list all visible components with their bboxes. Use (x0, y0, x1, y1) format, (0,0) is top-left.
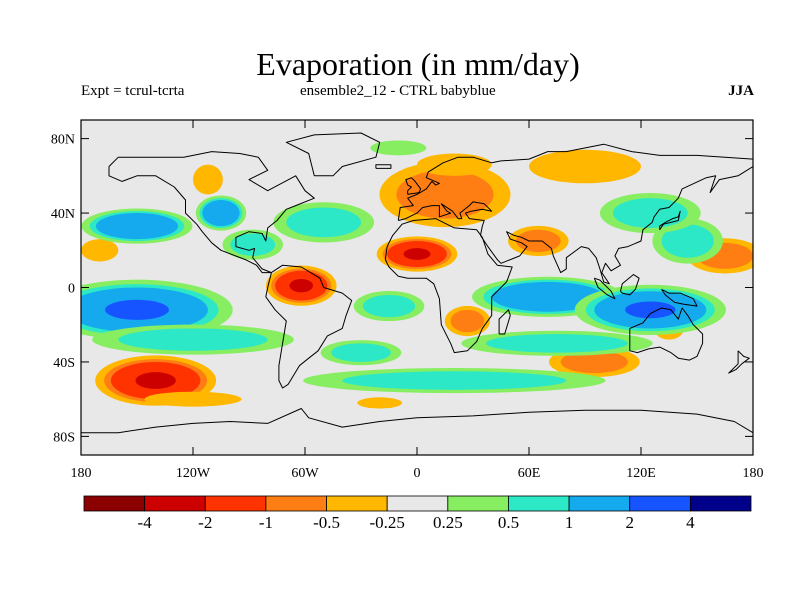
coastline (384, 218, 513, 354)
ensemble-label: ensemble2_12 - CTRL babyblue (300, 83, 496, 99)
anomaly-region (342, 371, 567, 390)
colorbar-swatch (508, 495, 570, 512)
colorbar-swatch (386, 495, 449, 512)
x-tick-label: 180 (743, 466, 764, 481)
anomaly-region (486, 334, 628, 353)
anomaly-region (560, 350, 628, 374)
colorbar-swatch (204, 495, 267, 512)
anomaly-region (193, 164, 223, 195)
coastline (405, 177, 422, 195)
x-tick-label: 60W (291, 466, 319, 481)
season-label: JJA (728, 83, 754, 99)
colorbar-swatch (83, 495, 146, 512)
x-tick-label: 180 (71, 466, 92, 481)
colorbar-label: -1 (259, 513, 273, 532)
anomaly-region (230, 233, 276, 256)
colorbar-swatch (265, 495, 327, 512)
colorbar-swatch (144, 495, 206, 512)
colorbar-swatch (629, 495, 691, 512)
colorbar-label: -4 (138, 513, 153, 532)
colorbar-label: 0.25 (433, 513, 463, 532)
anomaly-region (450, 309, 485, 333)
anomaly-region (118, 328, 268, 351)
colorbar-label: 2 (625, 513, 634, 532)
colorbar-swatch (326, 495, 388, 512)
colorbar-label: -2 (198, 513, 212, 532)
anomaly-region (289, 278, 314, 293)
coastlines (81, 132, 753, 434)
coastline (728, 350, 750, 374)
x-tick-label: 120W (176, 466, 211, 481)
y-tick-label: 0 (68, 282, 75, 297)
x-tick-label: 0 (414, 466, 421, 481)
anomaly-region (625, 301, 676, 319)
experiment-label: Expt = tcrul-tcrta (81, 83, 185, 99)
y-tick-label: 80N (51, 133, 75, 148)
colorbar-label: -0.25 (369, 513, 404, 532)
coastline (659, 210, 681, 231)
anomaly-region (95, 213, 179, 240)
colorbar-label: 1 (565, 513, 574, 532)
coastline (397, 143, 753, 285)
coastline (265, 264, 353, 389)
coastline (661, 288, 698, 307)
coastline (375, 164, 392, 169)
anomaly-region (370, 140, 427, 156)
anomaly-region (105, 299, 169, 320)
colorbar-swatch (568, 495, 631, 512)
anomaly-region (661, 224, 714, 258)
coastline (629, 307, 704, 361)
axes: 180 120W 60W 0 60E 120E 180 80N 40N 0 40S 80S (51, 120, 764, 481)
anomaly-region (491, 281, 604, 312)
colorbar-label: 4 (686, 513, 695, 532)
anomaly-region (417, 153, 492, 176)
coastline (620, 274, 640, 296)
anomaly-region (144, 391, 242, 407)
coastline (81, 408, 753, 434)
x-tick-label: 60E (518, 466, 541, 481)
coastline (498, 309, 511, 335)
map-layer (81, 120, 753, 455)
colorbar-swatch (689, 495, 752, 512)
coastline (285, 132, 381, 177)
anomaly-region (403, 248, 431, 260)
colorbar-label: 0.5 (498, 513, 519, 532)
colorbar-swatch (447, 495, 509, 512)
anomaly-region (396, 170, 494, 219)
anomaly-region (81, 239, 119, 262)
coastline (593, 277, 616, 300)
y-tick-label: 80S (53, 430, 75, 445)
anomaly-region (529, 149, 641, 184)
y-tick-label: 40N (51, 207, 75, 222)
anomaly-region (331, 343, 391, 362)
coastline (108, 151, 315, 274)
x-tick-label: 120E (626, 466, 656, 481)
anomaly-region (135, 372, 176, 389)
chart-title: Evaporation (in mm/day) (256, 46, 580, 82)
colorbar: -4 -2 -1 -0.5 -0.25 0.25 0.5 1 2 4 (83, 495, 752, 532)
anomaly-region (202, 200, 240, 227)
anomaly-region (357, 397, 403, 409)
anomaly-region (286, 207, 361, 238)
anomaly-region (362, 294, 416, 318)
colorbar-label: -0.5 (313, 513, 340, 532)
y-tick-label: 40S (53, 356, 75, 371)
